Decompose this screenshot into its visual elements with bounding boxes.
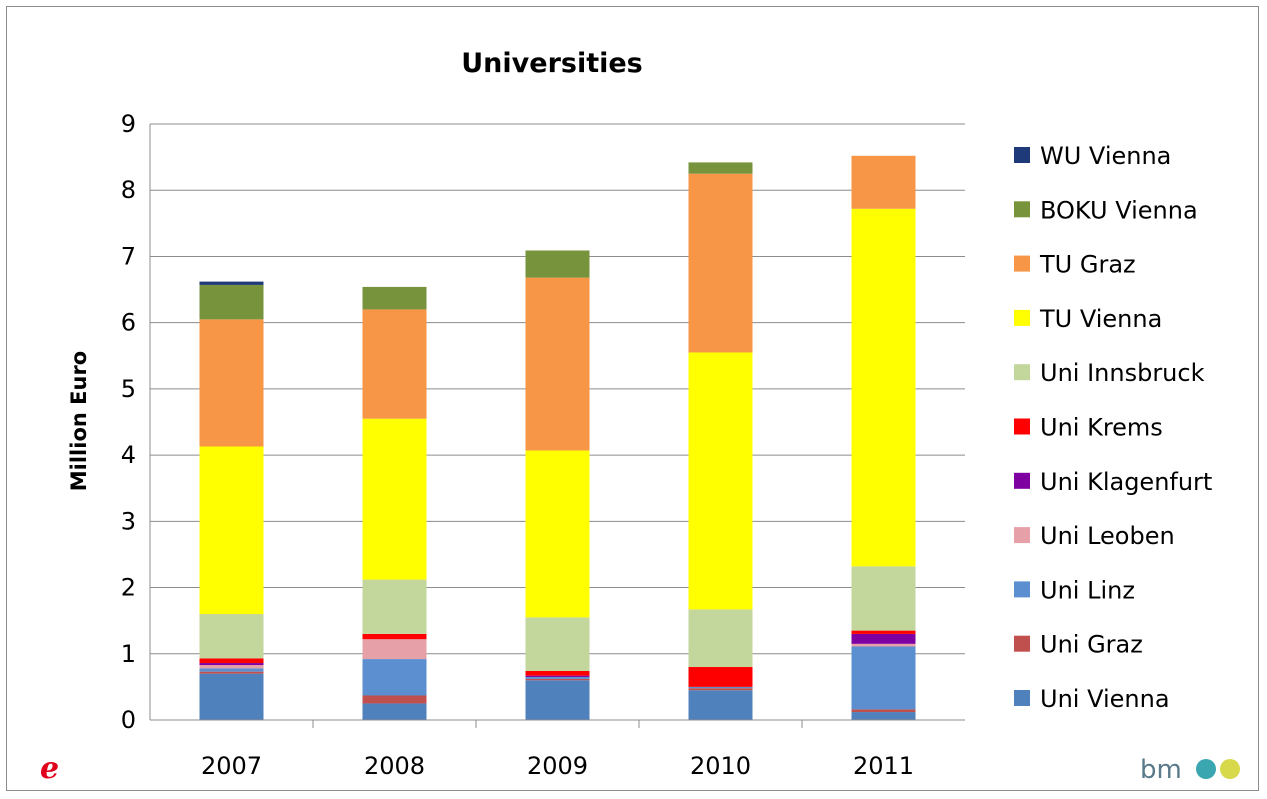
logo-right: bm	[1140, 755, 1240, 785]
legend-label-tu-graz: TU Graz	[1039, 251, 1136, 279]
y-tick-label: 1	[121, 640, 136, 668]
logo-circle-yellow	[1220, 759, 1240, 779]
bar-uni-klagenfurt-2007	[199, 663, 264, 666]
legend-swatch-tu-graz	[1014, 255, 1030, 272]
y-tick-label: 6	[121, 309, 136, 337]
bar-tu-vienna-2008	[362, 418, 427, 580]
bar-tu-graz-2009	[525, 277, 590, 451]
bar-boku-vienna-2008	[362, 286, 427, 310]
bar-uni-graz-2009	[525, 678, 590, 681]
bar-uni-linz-2009	[525, 676, 590, 679]
bar-uni-linz-2008	[362, 659, 427, 696]
bar-boku-vienna-2007	[199, 284, 264, 320]
bar-uni-krems-2008	[362, 633, 427, 640]
bar-tu-vienna-2011	[851, 208, 916, 567]
legend: WU Vienna BOKU Vienna TU Graz TU Vienna Uni …	[1014, 142, 1212, 713]
bar-uni-innsbruck-2011	[851, 566, 916, 631]
y-ticks: 0 1 2 3 4 5 6 7 8 9	[121, 110, 136, 734]
x-tick-label: 2009	[527, 752, 588, 780]
bar-boku-vienna-2010	[688, 162, 753, 174]
bar-wu-vienna-2007	[199, 281, 264, 285]
y-tick-label: 2	[121, 574, 136, 602]
x-tick-label: 2011	[853, 752, 914, 780]
legend-label-uni-vienna: Uni Vienna	[1040, 685, 1170, 713]
legend-label-uni-krems: Uni Krems	[1040, 414, 1163, 442]
bar-boku-vienna-2009	[525, 250, 590, 278]
chart-title: Universities	[461, 48, 643, 79]
legend-label-uni-leoben: Uni Leoben	[1040, 522, 1175, 550]
axes	[149, 124, 965, 728]
legend-swatch-uni-graz	[1014, 635, 1030, 652]
legend-swatch-uni-leoben	[1014, 527, 1030, 544]
legend-label-uni-graz: Uni Graz	[1040, 631, 1143, 659]
bar-uni-linz-2011	[851, 646, 916, 710]
bar-uni-innsbruck-2009	[525, 617, 590, 671]
bar-uni-vienna-2008	[362, 703, 427, 720]
bars	[199, 155, 916, 720]
bar-uni-graz-2011	[851, 709, 916, 713]
legend-swatch-tu-vienna	[1014, 309, 1030, 326]
y-tick-label: 9	[121, 110, 136, 138]
y-tick-label: 4	[121, 441, 136, 469]
legend-swatch-boku-vienna	[1014, 201, 1030, 218]
bar-uni-innsbruck-2007	[199, 614, 264, 659]
bar-uni-vienna-2007	[199, 673, 264, 720]
legend-swatch-uni-krems	[1014, 418, 1030, 435]
bar-tu-graz-2011	[851, 155, 916, 209]
bar-uni-linz-2007	[199, 668, 264, 672]
legend-swatch-uni-vienna	[1014, 690, 1030, 706]
legend-label-tu-vienna: TU Vienna	[1039, 305, 1162, 333]
bar-uni-klagenfurt-2011	[851, 633, 916, 644]
bar-tu-graz-2008	[362, 309, 427, 419]
y-axis-label: Million Euro	[67, 351, 91, 491]
x-tick-label: 2010	[690, 752, 751, 780]
bar-uni-leoben-2007	[199, 665, 264, 669]
bar-uni-krems-2011	[851, 630, 916, 634]
y-tick-label: 5	[121, 375, 136, 403]
x-tick-label: 2007	[201, 752, 262, 780]
y-tick-label: 0	[121, 706, 136, 734]
legend-swatch-uni-innsbruck	[1014, 364, 1030, 381]
bar-uni-vienna-2011	[851, 712, 916, 720]
bar-uni-innsbruck-2008	[362, 579, 427, 634]
legend-swatch-uni-klagenfurt	[1014, 472, 1030, 489]
bar-uni-leoben-2011	[851, 643, 916, 647]
logo-left-text: e	[40, 751, 59, 786]
bar-uni-graz-2008	[362, 695, 427, 704]
bar-uni-krems-2007	[199, 658, 264, 664]
bar-uni-klagenfurt-2009	[525, 675, 590, 677]
bar-tu-vienna-2010	[688, 352, 753, 610]
bar-uni-krems-2010	[688, 667, 753, 687]
bar-uni-graz-2007	[199, 671, 264, 674]
logo-circle-teal	[1196, 759, 1216, 779]
bar-uni-linz-2010	[688, 686, 753, 689]
logo-right-text: bm	[1140, 755, 1182, 785]
logo-left: e	[40, 751, 59, 786]
bar-tu-vienna-2009	[525, 450, 590, 618]
legend-label-wu-vienna: WU Vienna	[1040, 142, 1171, 170]
legend-swatch-wu-vienna	[1014, 147, 1030, 163]
bar-tu-graz-2007	[199, 319, 264, 447]
bar-uni-vienna-2010	[688, 690, 753, 720]
y-tick-label: 7	[121, 242, 136, 270]
legend-label-uni-klagenfurt: Uni Klagenfurt	[1040, 468, 1212, 496]
bar-uni-graz-2010	[688, 688, 753, 691]
bar-uni-leoben-2008	[362, 639, 427, 660]
x-ticks: 2007 2008 2009 2010 2011	[201, 752, 914, 780]
x-tick-label: 2008	[364, 752, 425, 780]
legend-label-uni-innsbruck: Uni Innsbruck	[1040, 359, 1205, 387]
bar-tu-graz-2010	[688, 173, 753, 353]
y-tick-label: 3	[121, 507, 136, 535]
bar-uni-krems-2009	[525, 670, 590, 676]
legend-swatch-uni-linz	[1014, 581, 1030, 598]
legend-label-uni-linz: Uni Linz	[1040, 576, 1135, 604]
bar-uni-innsbruck-2010	[688, 609, 753, 668]
y-tick-label: 8	[121, 176, 136, 204]
bar-tu-vienna-2007	[199, 446, 264, 615]
bar-uni-vienna-2009	[525, 680, 590, 720]
legend-label-boku-vienna: BOKU Vienna	[1040, 196, 1198, 224]
